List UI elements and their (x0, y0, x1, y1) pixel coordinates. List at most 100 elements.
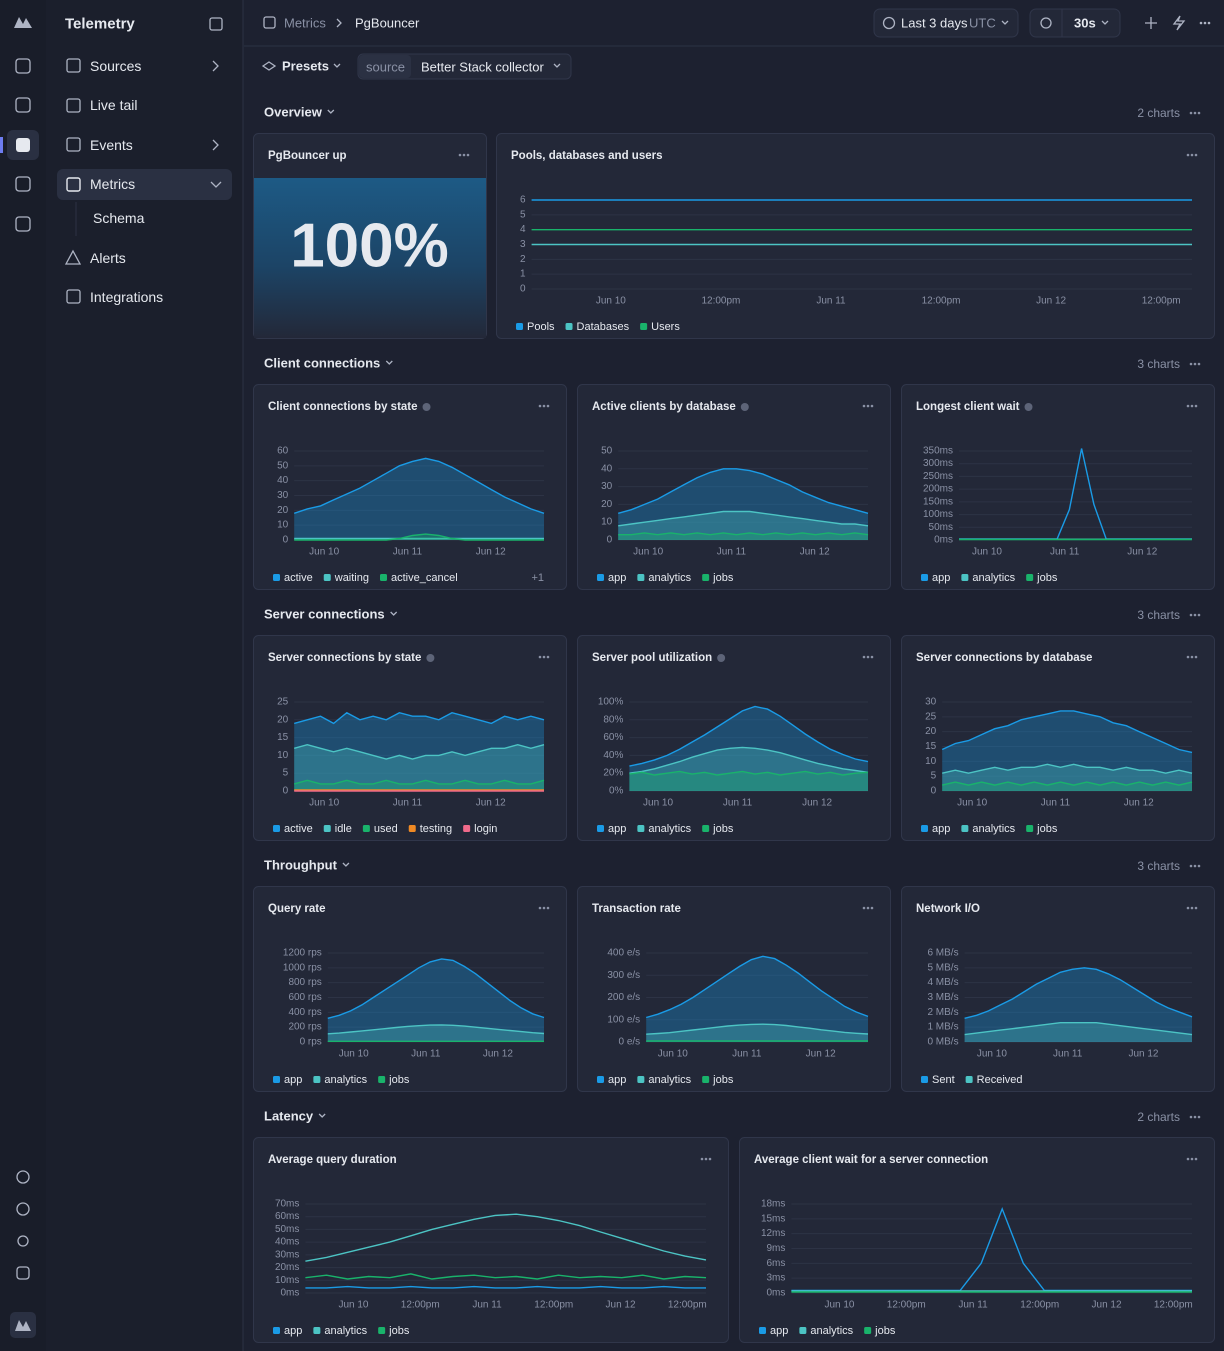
menu-dot (862, 404, 866, 408)
legend-swatch (323, 574, 331, 581)
presets[interactable]: Presets (282, 59, 329, 74)
legend-label[interactable]: app (932, 572, 950, 584)
legend-label[interactable]: analytics (810, 1325, 853, 1337)
menu-dot (1189, 111, 1193, 115)
section-title[interactable]: Throughput (264, 858, 338, 873)
legend-label[interactable]: app (932, 823, 950, 835)
info-icon[interactable] (422, 403, 431, 411)
account-button[interactable] (10, 1312, 36, 1338)
rail-icon[interactable] (15, 216, 31, 232)
legend-label[interactable]: active (284, 823, 313, 835)
rail-icon[interactable] (16, 1266, 30, 1280)
rail-icon[interactable] (15, 176, 31, 192)
legend-label[interactable]: active (284, 572, 313, 584)
legend-label[interactable]: Pools (527, 321, 555, 333)
legend-label[interactable]: login (474, 823, 497, 835)
nav-item[interactable]: Live tail (90, 97, 137, 113)
time-picker[interactable] (873, 8, 1019, 38)
legend-label[interactable]: analytics (324, 1074, 367, 1086)
legend-label[interactable]: Databases (577, 321, 630, 333)
legend-label[interactable]: app (608, 572, 626, 584)
chart-title: Longest client wait (916, 401, 1020, 413)
legend-label[interactable]: jobs (874, 1325, 896, 1337)
chart-card (901, 384, 1215, 590)
legend-label[interactable]: app (608, 1074, 626, 1086)
legend-swatch (637, 825, 645, 832)
rail-icon[interactable] (15, 58, 31, 74)
menu-dot (538, 404, 542, 408)
legend-label[interactable]: jobs (388, 1074, 410, 1086)
area (294, 744, 544, 791)
more-button[interactable] (1199, 21, 1211, 25)
section-count: 2 charts (1137, 106, 1180, 120)
legend-label[interactable]: analytics (648, 1074, 691, 1086)
menu-dot (1189, 613, 1193, 617)
section-title[interactable]: Overview (264, 105, 323, 120)
rail-icon[interactable] (15, 97, 31, 113)
legend-swatch (961, 574, 969, 581)
info-icon[interactable] (426, 654, 435, 662)
legend-label[interactable]: analytics (648, 823, 691, 835)
legend-swatch (597, 825, 604, 832)
add-button[interactable] (1145, 17, 1157, 29)
rail-icon[interactable] (17, 1235, 29, 1247)
chevron (553, 63, 561, 68)
nav-item[interactable]: Alerts (90, 250, 126, 266)
legend-label[interactable]: jobs (388, 1325, 410, 1337)
rail-icon[interactable] (16, 138, 30, 152)
nav-item[interactable]: Sources (90, 58, 141, 74)
legend-label[interactable]: analytics (648, 572, 691, 584)
legend-label[interactable]: jobs (712, 572, 734, 584)
chart-title: PgBouncer up (268, 150, 347, 162)
area (942, 710, 1192, 791)
bolt-button[interactable] (1172, 15, 1186, 31)
legend-label[interactable]: Received (977, 1074, 1023, 1086)
legend-more[interactable]: +1 (531, 572, 544, 584)
legend-label[interactable]: jobs (712, 1074, 734, 1086)
legend-label[interactable]: jobs (1036, 572, 1058, 584)
legend-label[interactable]: testing (420, 823, 452, 835)
legend-label[interactable]: app (284, 1325, 302, 1337)
y-tick-label: 6 MB/s (927, 948, 958, 959)
section-title[interactable]: Latency (264, 1109, 314, 1124)
legend-swatch (864, 1327, 872, 1334)
legend-label[interactable]: Users (651, 321, 680, 333)
nav-item[interactable]: Schema (93, 210, 145, 226)
chart-title: Server connections by database (916, 652, 1092, 664)
legend-label[interactable]: jobs (712, 823, 734, 835)
line (629, 770, 869, 776)
legend-label[interactable]: active_cancel (391, 572, 458, 584)
chart-card (496, 133, 1215, 339)
y-tick-label: 5 (931, 771, 937, 782)
legend-swatch (702, 1076, 710, 1083)
legend-label[interactable]: used (374, 823, 398, 835)
info-icon[interactable] (717, 654, 726, 662)
section-title[interactable]: Server connections (264, 607, 385, 622)
legend-label[interactable]: idle (335, 823, 352, 835)
section-title[interactable]: Client connections (264, 356, 380, 371)
y-tick-label: 1000 rps (283, 962, 322, 973)
legend-label[interactable]: analytics (972, 572, 1015, 584)
legend-label[interactable]: analytics (972, 823, 1015, 835)
nav-item[interactable]: Integrations (90, 289, 163, 305)
legend-label[interactable]: waiting (334, 572, 369, 584)
nav-item[interactable]: Events (90, 137, 133, 153)
legend-label[interactable]: app (284, 1074, 302, 1086)
chevron (385, 360, 393, 365)
legend-label[interactable]: app (770, 1325, 788, 1337)
legend-label[interactable]: Sent (932, 1074, 955, 1086)
legend-label[interactable]: analytics (324, 1325, 367, 1337)
info-icon[interactable] (740, 403, 749, 411)
nav-item[interactable]: Metrics (90, 176, 135, 192)
collapse-button[interactable] (209, 17, 223, 31)
line (629, 705, 869, 767)
rail-icon[interactable] (16, 1202, 30, 1216)
refresh-picker[interactable] (1029, 8, 1121, 38)
source-filter[interactable] (357, 53, 572, 80)
breadcrumb[interactable]: Metrics (284, 16, 326, 31)
x-tick-label: Jun 11 (958, 1300, 988, 1311)
info-icon[interactable] (1024, 403, 1033, 411)
rail-icon[interactable] (16, 1170, 30, 1184)
legend-label[interactable]: app (608, 823, 626, 835)
legend-label[interactable]: jobs (1036, 823, 1058, 835)
